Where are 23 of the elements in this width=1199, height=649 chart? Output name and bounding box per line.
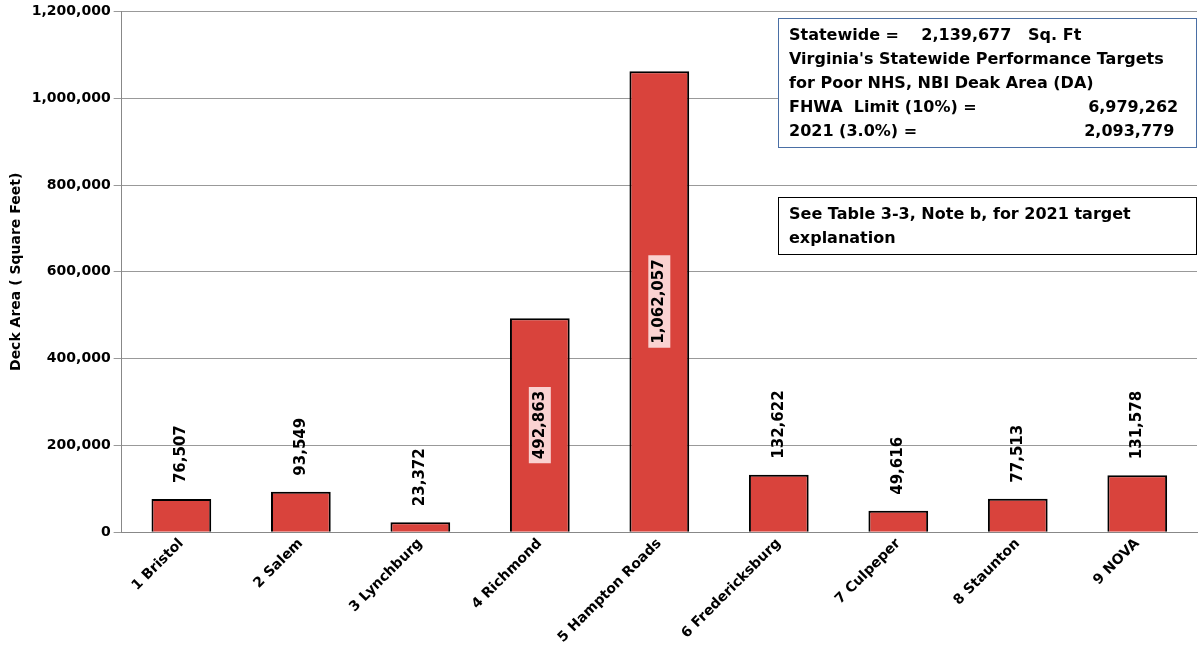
data-label: 492,863 xyxy=(529,390,548,460)
y-tick-label: 200,000 xyxy=(46,436,111,453)
note-box: See Table 3-3, Note b, for 2021 target explanation xyxy=(778,197,1197,255)
data-label: 23,372 xyxy=(410,448,429,507)
y-tick-label: 800,000 xyxy=(46,175,111,192)
data-label: 132,622 xyxy=(768,390,787,459)
y-tick-label: 0 xyxy=(100,522,111,539)
y-tick-label: 600,000 xyxy=(46,262,111,279)
y-tick-label: 1,200,000 xyxy=(31,2,111,19)
y-tick-label: 1,000,000 xyxy=(31,88,111,105)
annotation: See Table 3-3, Note b, for 2021 target explanation xyxy=(789,203,1132,249)
data-label: 93,549 xyxy=(290,417,309,476)
data-label: 131,578 xyxy=(1127,390,1146,460)
annotation: FHWA Limit (10%) = 6,979,262 xyxy=(789,96,1180,118)
data-label: 49,616 xyxy=(888,436,907,495)
annotation: Virginia's Statewide Performance Targets for Poor NHS, NBI Deak Area (DA) xyxy=(789,48,1165,94)
y-tick-label: 400,000 xyxy=(46,349,111,366)
data-label: 1,062,057 xyxy=(649,259,668,344)
y-axis-title: Deck Area ( Square Feet) xyxy=(7,172,24,371)
annotation: 2021 (3.0%) = 2,093,779 xyxy=(789,120,1176,142)
data-label: 76,507 xyxy=(171,425,190,484)
data-label: 77,513 xyxy=(1007,424,1026,483)
annotation: Statewide = 2,139,677 Sq. Ft xyxy=(789,24,1083,46)
